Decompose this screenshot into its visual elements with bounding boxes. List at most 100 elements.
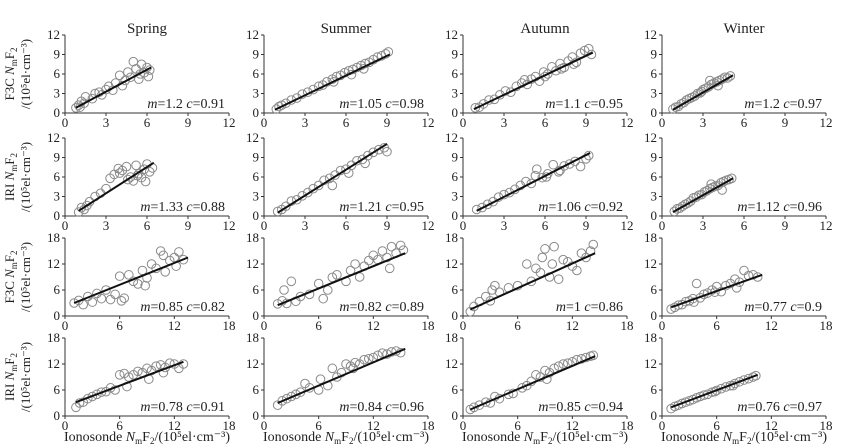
x-tick-label: 12 (820, 218, 833, 233)
column-title-summer: Summer (321, 21, 372, 37)
y-tick-label: 12 (445, 27, 458, 42)
y-tick-label: 6 (54, 169, 61, 184)
row-ylabel-3: IRI NmF2/(10⁵el·cm⁻³) (2, 342, 33, 412)
data-point (482, 199, 493, 210)
data-point (332, 270, 342, 280)
data-point (720, 382, 731, 392)
x-tick-label: 6 (542, 218, 549, 233)
x-tick-label: 3 (700, 115, 707, 130)
data-point (79, 98, 89, 109)
x-tick-label: 9 (185, 115, 192, 130)
fit-line (670, 273, 763, 309)
data-point (581, 252, 591, 263)
data-point (101, 285, 111, 295)
fit-line (277, 143, 388, 214)
data-point (74, 398, 85, 408)
data-point (469, 402, 479, 413)
x-tick-label: 0 (460, 218, 467, 233)
y-tick-label: 0 (253, 105, 260, 120)
data-point (96, 293, 107, 304)
y-tick-label: 0 (54, 208, 61, 223)
y-tick-label: 6 (253, 169, 260, 184)
data-point (114, 70, 125, 81)
fit-line (473, 51, 594, 111)
column-title-winter: Winter (723, 21, 764, 37)
data-point (575, 161, 586, 172)
x-tick-label: 12 (367, 418, 380, 433)
y-tick-label: 6 (452, 382, 459, 397)
fit-line (469, 252, 596, 311)
fit-annotation: m=1.2 c=0.97 (744, 97, 822, 112)
data-point (531, 370, 541, 380)
x-tick-label: 6 (713, 418, 720, 433)
data-point (327, 363, 338, 374)
data-point (133, 366, 143, 377)
data-point (677, 201, 688, 212)
data-point (583, 43, 594, 54)
ylabel-line1: IRI NmF2 (2, 153, 19, 201)
data-point (131, 160, 141, 171)
x-tick-label: 0 (659, 418, 666, 433)
x-tick-label: 6 (144, 218, 151, 233)
x-tick-label: 9 (185, 218, 192, 233)
column-title-spring: Spring (127, 21, 168, 37)
x-tick-label: 9 (384, 115, 391, 130)
fit-annotation: m=0.82 c=0.89 (339, 300, 424, 315)
data-point (286, 276, 297, 287)
x-tick-label: 12 (223, 115, 236, 130)
data-point (517, 383, 528, 393)
x-tick-label: 12 (621, 218, 634, 233)
x-tick-label: 3 (103, 218, 110, 233)
ylabel-line2: /(10⁵el·cm⁻³) (18, 342, 33, 412)
data-point (751, 370, 761, 381)
y-tick-label: 12 (246, 130, 259, 145)
y-tick-label: 12 (246, 356, 259, 371)
y-tick-label: 9 (253, 150, 260, 165)
fit-annotation: m=1.12 c=0.96 (737, 200, 822, 215)
data-point (87, 93, 98, 104)
fit-annotation: m=1.05 c=0.98 (339, 97, 424, 112)
ylabel-line1: F3C NmF2 (2, 250, 19, 303)
data-point (570, 156, 580, 167)
data-point (142, 62, 152, 73)
y-tick-label: 12 (445, 256, 458, 271)
x-tick-label: 0 (659, 115, 666, 130)
x-tick-label: 6 (116, 318, 123, 333)
x-tick-label: 6 (542, 115, 549, 130)
data-point (96, 387, 107, 397)
x-tick-label: 18 (223, 318, 236, 333)
x-tick-label: 0 (659, 318, 666, 333)
data-point (359, 354, 370, 365)
data-point (711, 385, 722, 396)
data-point (553, 361, 564, 371)
x-tick-label: 0 (261, 418, 268, 433)
data-point (87, 391, 98, 402)
data-point (281, 201, 291, 212)
fit-line (277, 252, 406, 307)
data-point (526, 178, 537, 189)
panel-spring-row2: 00 6 6 12 12 18 18 m=0.85 c=0.82 (47, 230, 236, 333)
data-point (105, 294, 116, 305)
y-tick-label: 18 (47, 230, 60, 245)
data-point (119, 293, 130, 304)
y-tick-label: 6 (651, 382, 658, 397)
data-point (386, 241, 397, 252)
y-tick-label: 0 (651, 408, 658, 423)
fit-line (672, 177, 734, 213)
y-tick-label: 12 (445, 356, 458, 371)
data-point (286, 391, 297, 402)
y-tick-label: 12 (644, 130, 657, 145)
x-tick-label: 12 (820, 115, 833, 130)
y-tick-label: 6 (452, 169, 459, 184)
panel-spring-row3: 00 6 6 12 12 18 18 m=0.78 c=0.91 (47, 330, 236, 433)
data-point (710, 287, 720, 297)
fit-line (73, 256, 189, 304)
data-point (142, 363, 152, 374)
data-point (540, 244, 550, 254)
data-point (395, 240, 406, 251)
data-point (572, 265, 582, 276)
data-point (178, 254, 189, 265)
data-point (350, 357, 360, 368)
